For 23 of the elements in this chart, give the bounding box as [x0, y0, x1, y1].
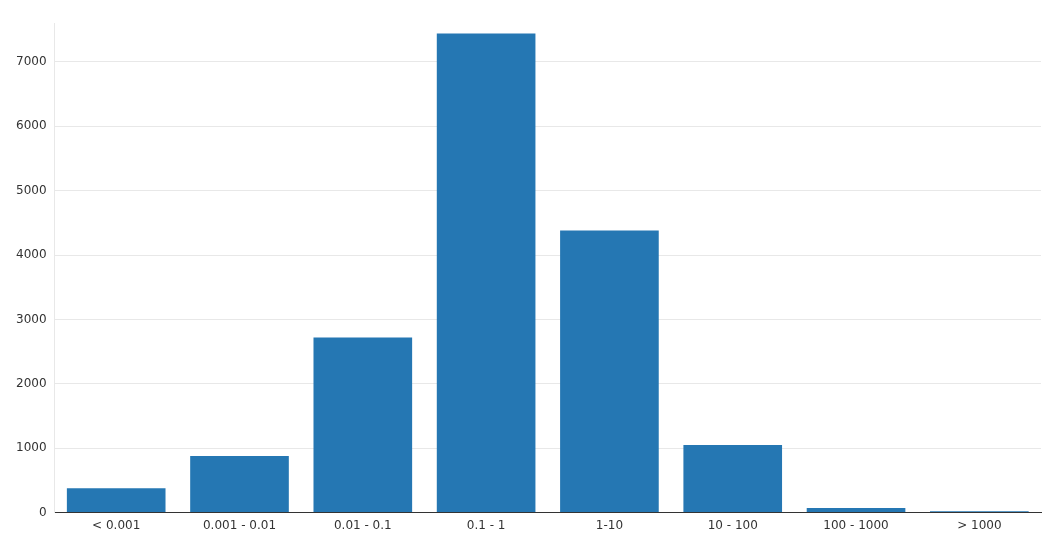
y-tick-label: 2000 [15, 375, 47, 390]
x-tick-label: > 1000 [957, 517, 1002, 532]
bar [313, 337, 413, 513]
bar [66, 488, 166, 513]
y-tick-label: 7000 [15, 53, 47, 68]
x-tick-label: 0.001 - 0.01 [202, 517, 277, 532]
x-tick-label: < 0.001 [92, 517, 141, 532]
bar [436, 33, 536, 513]
x-tick-label: 1-10 [595, 517, 624, 532]
bar [560, 230, 659, 513]
x-tick-label: 0.1 - 1 [466, 517, 506, 532]
x-tick-label: 0.01 - 0.1 [333, 517, 392, 532]
y-tick-label: 3000 [15, 311, 47, 326]
y-tick-label: 5000 [15, 182, 47, 197]
y-tick-label: 6000 [15, 118, 47, 133]
x-tick-label: 10 - 100 [707, 517, 758, 532]
bar [806, 508, 906, 513]
y-tick-label: 4000 [15, 247, 47, 262]
y-tick-label: 1000 [15, 440, 47, 455]
y-tick-label: 0 [38, 504, 47, 519]
bar [683, 444, 783, 513]
bar [190, 455, 289, 513]
x-tick-label: 100 - 1000 [823, 517, 889, 532]
